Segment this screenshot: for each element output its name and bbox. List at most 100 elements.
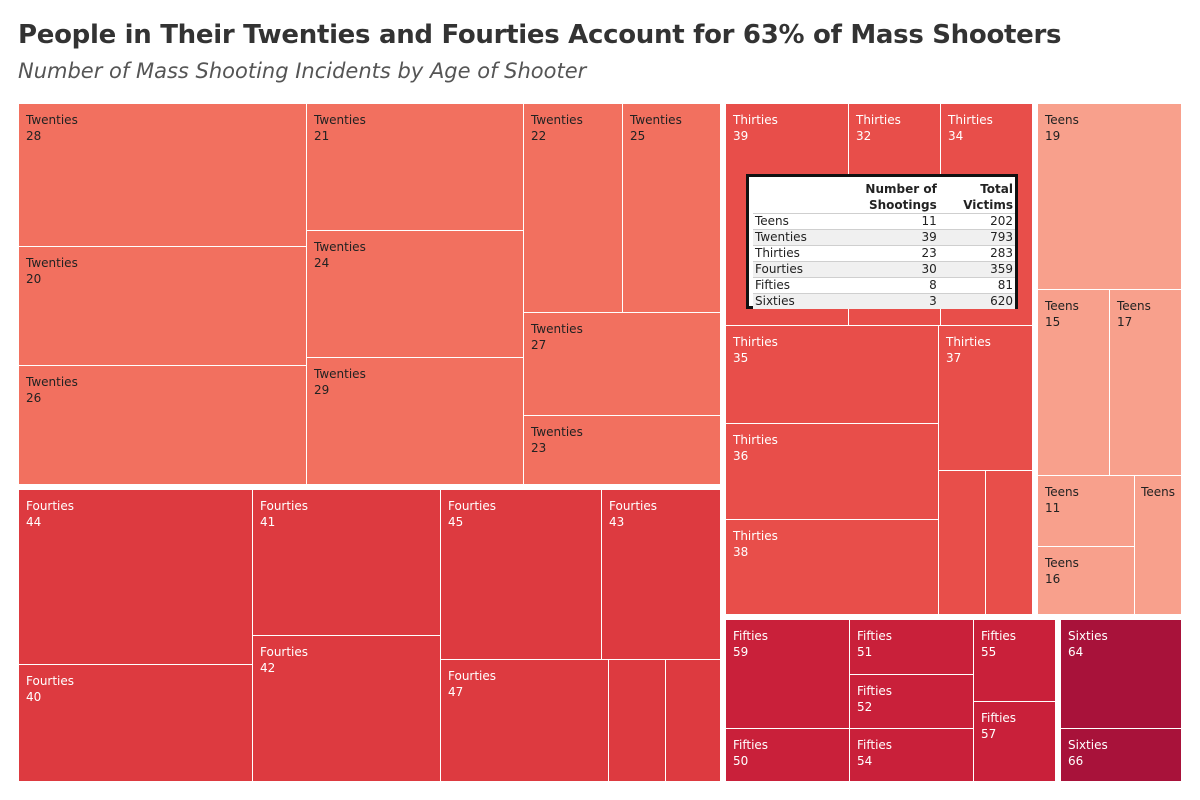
tile-label: Teens 17 — [1117, 299, 1151, 329]
treemap-tile-fifties-50[interactable]: Fifties 50 — [726, 729, 850, 782]
summary-cell-shootings: 11 — [921, 214, 937, 228]
treemap-tile-fourties[interactable] — [609, 660, 666, 782]
summary-cell-group: Fifties — [755, 278, 791, 292]
treemap-tile-twenties-21[interactable]: Twenties 21 — [307, 104, 524, 231]
tile-label: Thirties 34 — [948, 113, 993, 143]
summary-cell-shootings: 30 — [921, 262, 937, 276]
treemap-tile-fifties-54[interactable]: Fifties 54 — [850, 729, 974, 782]
treemap-tile-fifties-55[interactable]: Fifties 55 — [974, 620, 1056, 702]
treemap-tile-fifties-59[interactable]: Fifties 59 — [726, 620, 850, 729]
summary-cell-shootings: 23 — [921, 246, 937, 260]
treemap-tile-fourties-41[interactable]: Fourties 41 — [253, 490, 441, 636]
summary-header-victims: Total Victims — [963, 182, 1013, 212]
treemap-tile-fourties-42[interactable]: Fourties 42 — [253, 636, 441, 782]
treemap-tile-twenties-23[interactable]: Twenties 23 — [524, 416, 721, 485]
treemap-tile-twenties-28[interactable]: Twenties 28 — [19, 104, 307, 247]
summary-cell-group: Teens — [755, 214, 789, 228]
summary-cell-group: Twenties — [755, 230, 807, 244]
treemap-tile-thirties[interactable] — [939, 471, 986, 615]
tile-label: Thirties 38 — [733, 529, 778, 559]
treemap-tile-thirties-38[interactable]: Thirties 38 — [726, 520, 939, 615]
treemap-tile-fifties-51[interactable]: Fifties 51 — [850, 620, 974, 675]
tile-label: Fourties 42 — [260, 645, 309, 675]
tile-label: Fifties 51 — [857, 629, 893, 659]
tile-label: Fifties 50 — [733, 738, 769, 768]
treemap-tile-teens-15[interactable]: Teens 15 — [1038, 290, 1110, 476]
treemap-tile-sixties-66[interactable]: Sixties 66 — [1061, 729, 1182, 782]
treemap-tile-thirties[interactable] — [986, 471, 1033, 615]
treemap-tile-twenties-25[interactable]: Twenties 25 — [623, 104, 721, 313]
tile-label: Twenties 25 — [630, 113, 682, 143]
tile-label: Sixties 66 — [1068, 738, 1108, 768]
summary-cell-victims: 793 — [990, 230, 1013, 244]
tile-label: Twenties 27 — [531, 322, 583, 352]
tile-label: Teens — [1141, 485, 1175, 499]
treemap-tile-teens-11[interactable]: Teens 11 — [1038, 476, 1135, 547]
tile-label: Teens 15 — [1045, 299, 1079, 329]
treemap-tile-twenties-20[interactable]: Twenties 20 — [19, 247, 307, 366]
treemap-tile-fourties-44[interactable]: Fourties 44 — [19, 490, 253, 665]
tile-label: Thirties 35 — [733, 335, 778, 365]
chart-subtitle: Number of Mass Shooting Incidents by Age… — [18, 59, 587, 83]
summary-cell-group: Thirties — [755, 246, 800, 260]
summary-cell-victims: 81 — [997, 278, 1013, 292]
summary-table: Number of Shootings Total Victims Teens 11 2… — [746, 174, 1018, 309]
tile-label: Fourties 40 — [26, 674, 75, 704]
summary-cell-shootings: 8 — [929, 278, 937, 292]
tile-label: Fourties 43 — [609, 499, 658, 529]
treemap-tile-twenties-29[interactable]: Twenties 29 — [307, 358, 524, 485]
tile-label: Fourties 41 — [260, 499, 309, 529]
tile-label: Fifties 57 — [981, 711, 1017, 741]
tile-label: Teens 19 — [1045, 113, 1079, 143]
summary-row-fourties: Fourties 30 359 — [753, 261, 1015, 278]
treemap-tile-teens[interactable]: Teens — [1135, 476, 1182, 615]
summary-cell-shootings: 39 — [921, 230, 937, 244]
treemap-tile-twenties-27[interactable]: Twenties 27 — [524, 313, 721, 416]
tile-label: Teens 11 — [1045, 485, 1079, 515]
tile-label: Fifties 59 — [733, 629, 769, 659]
treemap-tile-thirties-36[interactable]: Thirties 36 — [726, 424, 939, 520]
summary-cell-victims: 202 — [990, 214, 1013, 228]
tile-label: Twenties 24 — [314, 240, 366, 270]
tile-label: Thirties 37 — [946, 335, 991, 365]
tile-label: Teens 16 — [1045, 556, 1079, 586]
treemap-tile-fifties-52[interactable]: Fifties 52 — [850, 675, 974, 729]
treemap-tile-thirties-35[interactable]: Thirties 35 — [726, 326, 939, 424]
tile-label: Fourties 45 — [448, 499, 497, 529]
treemap-tile-teens-17[interactable]: Teens 17 — [1110, 290, 1182, 476]
treemap-tile-fourties-45[interactable]: Fourties 45 — [441, 490, 602, 660]
tile-label: Thirties 36 — [733, 433, 778, 463]
summary-row-fifties: Fifties 8 81 — [753, 277, 1015, 294]
treemap-tile-twenties-22[interactable]: Twenties 22 — [524, 104, 623, 313]
summary-cell-victims: 283 — [990, 246, 1013, 260]
tile-label: Fourties 47 — [448, 669, 497, 699]
tile-label: Thirties 39 — [733, 113, 778, 143]
tile-label: Twenties 20 — [26, 256, 78, 286]
treemap-tile-thirties-37[interactable]: Thirties 37 — [939, 326, 1033, 471]
treemap-tile-twenties-24[interactable]: Twenties 24 — [307, 231, 524, 358]
treemap-tile-fourties-47[interactable]: Fourties 47 — [441, 660, 609, 782]
chart-title: People in Their Twenties and Fourties Ac… — [18, 20, 1062, 50]
treemap-tile-fourties-43[interactable]: Fourties 43 — [602, 490, 721, 660]
treemap-tile-sixties-64[interactable]: Sixties 64 — [1061, 620, 1182, 729]
summary-cell-victims: 620 — [990, 294, 1013, 308]
treemap-tile-fifties-57[interactable]: Fifties 57 — [974, 702, 1056, 782]
treemap-tile-fourties-40[interactable]: Fourties 40 — [19, 665, 253, 782]
tile-label: Fifties 55 — [981, 629, 1017, 659]
summary-row-teens: Teens 11 202 — [753, 213, 1015, 230]
summary-row-sixties: Sixties 3 620 — [753, 293, 1015, 309]
treemap-tile-teens-16[interactable]: Teens 16 — [1038, 547, 1135, 615]
treemap-tile-teens-19[interactable]: Teens 19 — [1038, 104, 1182, 290]
treemap-tile-fourties[interactable] — [666, 660, 721, 782]
summary-cell-group: Sixties — [755, 294, 795, 308]
summary-header-group — [753, 181, 832, 214]
summary-header-row: Number of Shootings Total Victims — [753, 181, 1015, 214]
tile-label: Twenties 29 — [314, 367, 366, 397]
tile-label: Twenties 28 — [26, 113, 78, 143]
treemap-tile-twenties-26[interactable]: Twenties 26 — [19, 366, 307, 485]
summary-cell-victims: 359 — [990, 262, 1013, 276]
tile-label: Fifties 54 — [857, 738, 893, 768]
summary-row-twenties: Twenties 39 793 — [753, 229, 1015, 246]
tile-label: Sixties 64 — [1068, 629, 1108, 659]
